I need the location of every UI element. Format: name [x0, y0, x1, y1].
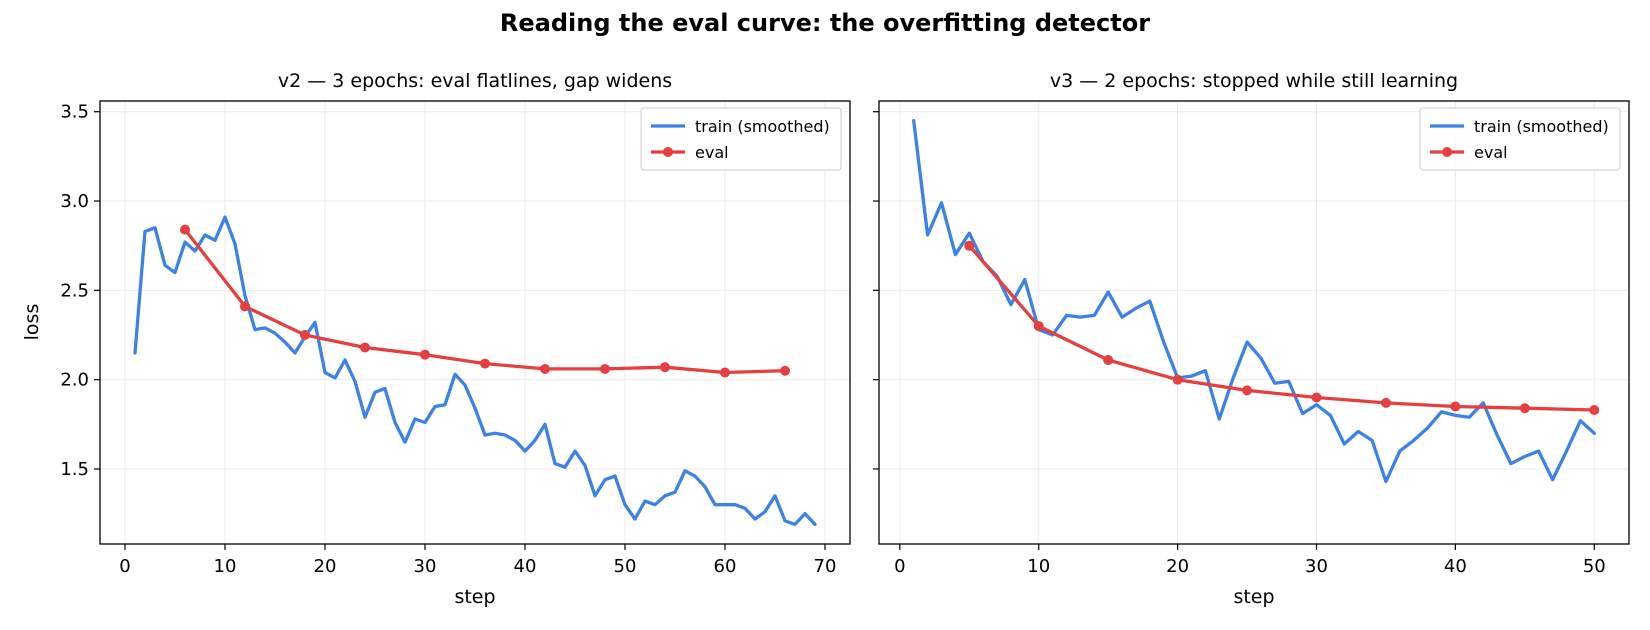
- eval-point: [1103, 355, 1114, 366]
- x-tick-label: 10: [1027, 556, 1050, 577]
- eval-point: [780, 365, 790, 376]
- eval-point: [720, 367, 730, 378]
- ticks-v3: 0 10 20 30 40 50: [873, 111, 1606, 577]
- x-tick-label: 0: [119, 556, 130, 577]
- panel-title-v3: v3 — 2 epochs: stopped while still learn…: [1050, 70, 1458, 92]
- eval-point: [240, 301, 250, 312]
- eval-point: [1311, 392, 1322, 403]
- x-tick-label: 40: [1444, 556, 1467, 577]
- eval-point: [1242, 385, 1253, 396]
- legend-label-train: train (smoothed): [695, 117, 830, 136]
- eval-point: [1519, 403, 1530, 414]
- eval-line-v3: [967, 244, 1596, 412]
- legend-v3: train (smoothed) eval: [1419, 107, 1621, 171]
- y-axis-label-v2: loss: [21, 304, 43, 341]
- x-tick-label: 40: [514, 556, 537, 577]
- eval-point: [600, 363, 610, 374]
- y-tick-label: 3.0: [60, 191, 89, 212]
- x-tick-label: 30: [1305, 556, 1328, 577]
- train-line-v3: [912, 118, 1596, 484]
- y-tick-label: 1.5: [60, 459, 89, 480]
- x-tick-label: 10: [214, 556, 237, 577]
- eval-line-v2: [183, 227, 787, 375]
- eval-point: [540, 363, 550, 374]
- eval-point: [1033, 321, 1044, 332]
- eval-point: [1589, 405, 1600, 416]
- legend-label-eval: eval: [695, 143, 729, 162]
- eval-point: [180, 224, 190, 235]
- eval-point: [1380, 397, 1391, 408]
- ticks-v2: 0 10 20 30 40 50 60 70 1.5 2.0 2.5 3.0 3.5: [60, 102, 836, 577]
- legend-box: [640, 107, 842, 171]
- y-tick-label: 3.5: [60, 102, 89, 123]
- x-tick-label: 30: [414, 556, 437, 577]
- legend-label-train: train (smoothed): [1474, 117, 1609, 136]
- x-tick-label: 50: [614, 556, 637, 577]
- y-tick-label: 2.5: [60, 280, 89, 301]
- legend-box: [1419, 107, 1621, 171]
- x-tick-label: 20: [314, 556, 337, 577]
- chart-panel-v3: v3 — 2 epochs: stopped while still learn…: [873, 70, 1630, 608]
- plot-frame-v2: [99, 100, 851, 545]
- x-tick-label: 50: [1583, 556, 1606, 577]
- eval-point: [1172, 374, 1183, 385]
- series-layer-v3: [912, 118, 1600, 484]
- series-layer-v2: [133, 215, 817, 527]
- x-tick-label: 60: [714, 556, 737, 577]
- eval-point: [480, 358, 490, 369]
- x-tick-label: 20: [1166, 556, 1189, 577]
- panel-title-v2: v2 — 3 epochs: eval flatlines, gap widen…: [278, 70, 672, 92]
- legend-marker-eval: [663, 147, 673, 157]
- eval-point: [964, 240, 975, 251]
- eval-point: [1450, 401, 1461, 412]
- legend-label-eval: eval: [1474, 143, 1508, 162]
- eval-point: [360, 342, 370, 353]
- eval-point: [300, 330, 310, 341]
- eval-point: [420, 349, 430, 360]
- y-tick-label: 2.0: [60, 370, 89, 391]
- plot-frame-v3: [878, 100, 1630, 545]
- legend-marker-eval: [1442, 147, 1452, 157]
- figure-title: Reading the eval curve: the overfitting …: [500, 9, 1150, 37]
- x-axis-label-v2: step: [454, 586, 495, 608]
- x-axis-label-v3: step: [1233, 586, 1274, 608]
- x-tick-label: 70: [814, 556, 837, 577]
- eval-point: [660, 362, 670, 373]
- legend-v2: train (smoothed) eval: [640, 107, 842, 171]
- x-tick-label: 0: [894, 556, 905, 577]
- chart-panel-v2: v2 — 3 epochs: eval flatlines, gap widen…: [21, 70, 851, 608]
